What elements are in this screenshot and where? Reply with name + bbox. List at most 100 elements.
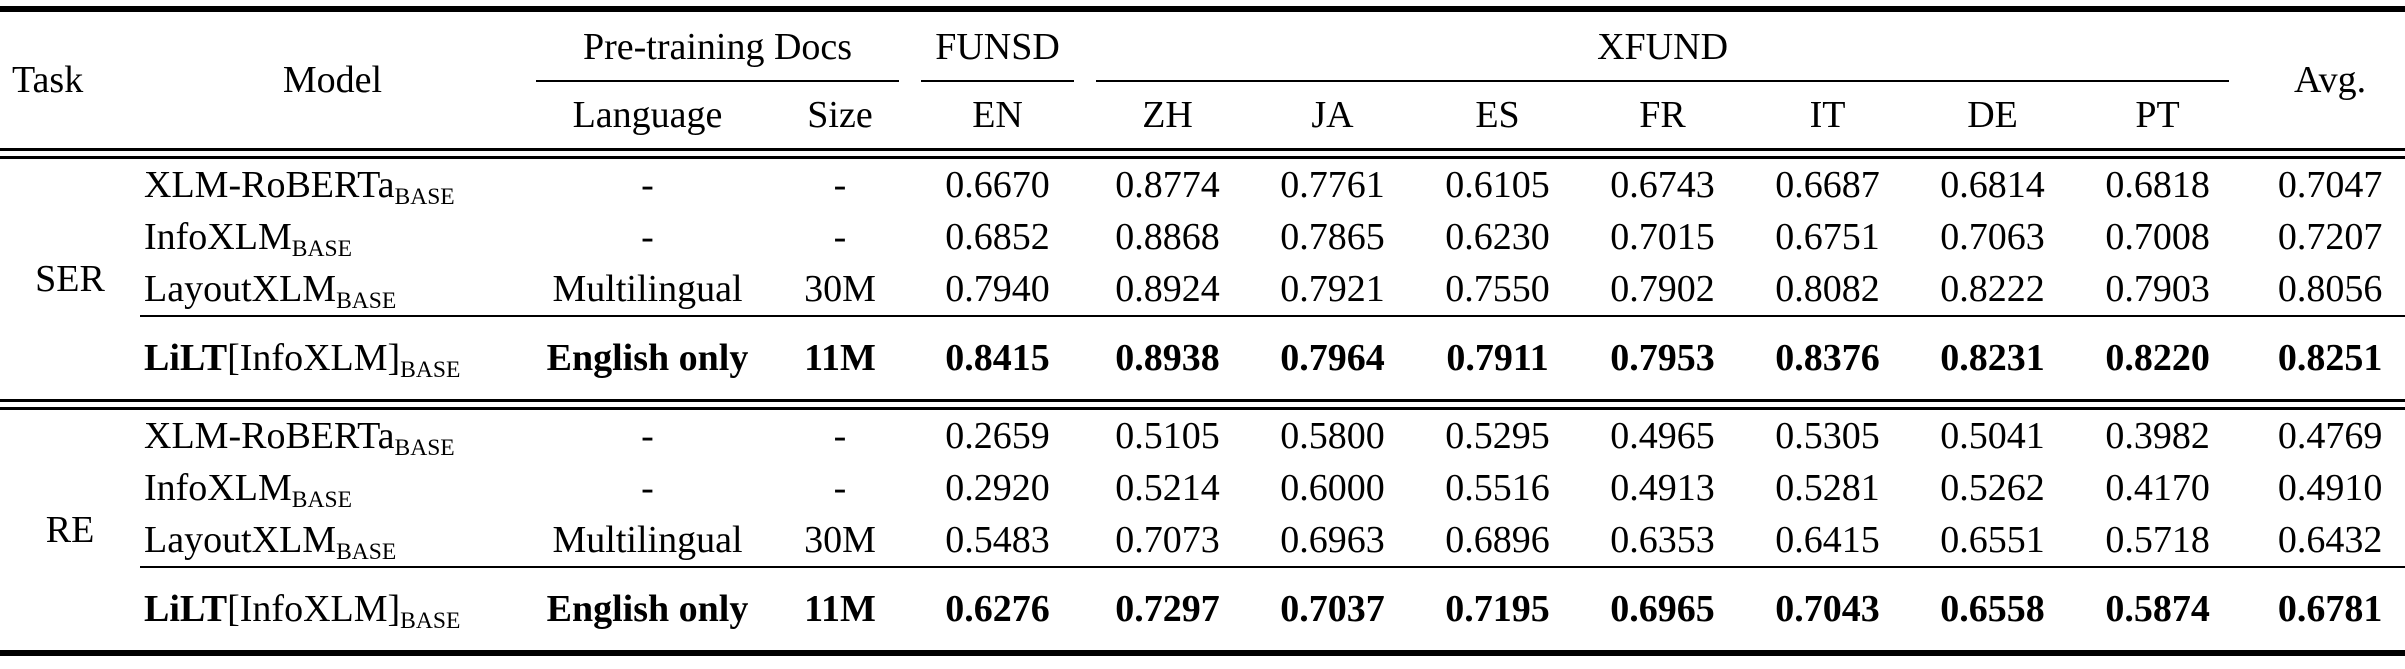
- metric-zh: 0.8868: [1115, 216, 1220, 258]
- metric-avg: 0.8251: [2277, 337, 2383, 379]
- metric-zh: 0.8938: [1115, 337, 1220, 379]
- model-name: XLM-RoBERTaBASE: [140, 409, 525, 463]
- table-row: SER XLM-RoBERTaBASE - - 0.6670 0.8774 0.…: [0, 158, 2405, 300]
- metric-es: 0.6230: [1445, 216, 1550, 258]
- pretraining-language: English only: [546, 337, 749, 379]
- metric-zh: 0.5214: [1115, 467, 1220, 509]
- column-header-avg: Avg.: [2294, 59, 2367, 101]
- metric-de: 0.8222: [1940, 268, 2045, 310]
- metric-zh: 0.8924: [1115, 268, 1220, 310]
- metric-avg: 0.7047: [2277, 164, 2383, 206]
- table-header: Task Model Pre-training Docs FUNSD XFUND…: [0, 9, 2405, 150]
- metric-de: 0.6551: [1940, 519, 2045, 561]
- header-row-groups: Task Model Pre-training Docs FUNSD XFUND…: [0, 9, 2405, 101]
- pretraining-size: 11M: [804, 588, 876, 630]
- table-row-highlight: LiLT[InfoXLM]BASE English only 11M 0.841…: [0, 317, 2405, 401]
- metric-fr: 0.7902: [1610, 268, 1715, 310]
- column-header-de: DE: [1967, 94, 2018, 136]
- table-row: LayoutXLMBASE Multilingual 30M 0.7940 0.…: [0, 263, 2405, 316]
- table-row-highlight: LiLT[InfoXLM]BASE English only 11M 0.627…: [0, 568, 2405, 653]
- metric-en: 0.2920: [945, 467, 1050, 509]
- metric-fr: 0.6965: [1610, 588, 1715, 630]
- metric-ja: 0.5800: [1280, 415, 1385, 457]
- model-name-subscript: BASE: [336, 539, 397, 566]
- metric-avg: 0.6432: [2277, 519, 2383, 561]
- table-row: InfoXLMBASE - - 0.6852 0.8868 0.7865 0.6…: [0, 211, 2405, 263]
- metric-de: 0.5041: [1940, 415, 2045, 457]
- column-header-language: Language: [572, 94, 723, 136]
- metric-en: 0.6670: [945, 164, 1050, 206]
- pretraining-language: Multilingual: [552, 268, 743, 310]
- column-header-fr: FR: [1639, 94, 1686, 136]
- column-header-pt: PT: [2135, 94, 2180, 136]
- column-group-xfund: XFUND: [1085, 9, 2240, 82]
- model-name: LiLT[InfoXLM]BASE: [140, 568, 525, 653]
- model-name: LiLT[InfoXLM]BASE: [140, 317, 525, 401]
- pretraining-language: -: [641, 164, 654, 206]
- pretraining-size: 11M: [804, 337, 876, 379]
- metric-es: 0.7550: [1445, 268, 1550, 310]
- metric-fr: 0.4913: [1610, 467, 1715, 509]
- metric-ja: 0.6000: [1280, 467, 1385, 509]
- model-name: InfoXLMBASE: [140, 462, 525, 514]
- metric-zh: 0.8774: [1115, 164, 1220, 206]
- pretraining-size: -: [833, 467, 847, 509]
- task-label-ser: SER: [35, 258, 105, 300]
- metric-es: 0.5295: [1445, 415, 1550, 457]
- metric-ja: 0.7921: [1280, 268, 1385, 310]
- column-group-funsd: FUNSD: [910, 9, 1085, 82]
- metric-pt: 0.5874: [2105, 588, 2210, 630]
- model-name-subscript: BASE: [400, 608, 461, 635]
- column-header-ja: JA: [1311, 94, 1354, 136]
- metric-it: 0.5305: [1775, 415, 1880, 457]
- pretraining-language: -: [641, 216, 654, 258]
- metric-en: 0.5483: [945, 519, 1050, 561]
- metric-fr: 0.6743: [1610, 164, 1715, 206]
- model-name-main: InfoXLM: [144, 216, 292, 258]
- metric-en: 0.6276: [945, 588, 1050, 630]
- model-name-main: LayoutXLM: [144, 268, 337, 310]
- metric-it: 0.6687: [1775, 164, 1880, 206]
- metric-de: 0.6814: [1940, 164, 2045, 206]
- metric-it: 0.6415: [1775, 519, 1880, 561]
- metric-it: 0.6751: [1775, 216, 1880, 258]
- column-header-task: Task: [12, 59, 84, 101]
- metric-es: 0.6105: [1445, 164, 1550, 206]
- model-name: InfoXLMBASE: [140, 211, 525, 263]
- metric-pt: 0.4170: [2105, 467, 2210, 509]
- model-name-main: [InfoXLM]: [227, 337, 401, 379]
- metric-es: 0.5516: [1445, 467, 1550, 509]
- metric-fr: 0.6353: [1610, 519, 1715, 561]
- pretraining-language: English only: [546, 588, 749, 630]
- column-header-zh: ZH: [1142, 94, 1193, 136]
- model-name: LayoutXLMBASE: [140, 514, 525, 567]
- metric-pt: 0.6818: [2105, 164, 2210, 206]
- table-body: SER XLM-RoBERTaBASE - - 0.6670 0.8774 0.…: [0, 148, 2405, 654]
- metric-es: 0.6896: [1445, 519, 1550, 561]
- double-rule-divider: [0, 148, 2405, 159]
- model-name-subscript: BASE: [291, 236, 352, 263]
- pretraining-size: 30M: [804, 519, 876, 561]
- pretraining-size: -: [833, 415, 847, 457]
- column-header-es: ES: [1475, 94, 1520, 136]
- model-name-main: InfoXLM: [144, 467, 292, 509]
- metric-es: 0.7195: [1445, 588, 1550, 630]
- model-name-main: XLM-RoBERTa: [144, 164, 395, 206]
- metric-avg: 0.4769: [2277, 415, 2383, 457]
- metric-avg: 0.6781: [2277, 588, 2383, 630]
- column-header-it: IT: [1809, 94, 1846, 136]
- pretraining-language: -: [641, 467, 654, 509]
- metric-en: 0.8415: [945, 337, 1050, 379]
- metric-de: 0.8231: [1940, 337, 2045, 379]
- model-name-bold: LiLT: [144, 337, 228, 379]
- metric-ja: 0.7964: [1280, 337, 1385, 379]
- metric-ja: 0.7037: [1280, 588, 1385, 630]
- metric-fr: 0.7015: [1610, 216, 1715, 258]
- column-header-en: EN: [972, 94, 1023, 136]
- metric-avg: 0.4910: [2277, 467, 2383, 509]
- metric-zh: 0.7297: [1115, 588, 1220, 630]
- task-label-re: RE: [45, 509, 95, 551]
- model-name: XLM-RoBERTaBASE: [140, 158, 525, 212]
- metric-de: 0.7063: [1940, 216, 2045, 258]
- metric-avg: 0.8056: [2277, 268, 2383, 310]
